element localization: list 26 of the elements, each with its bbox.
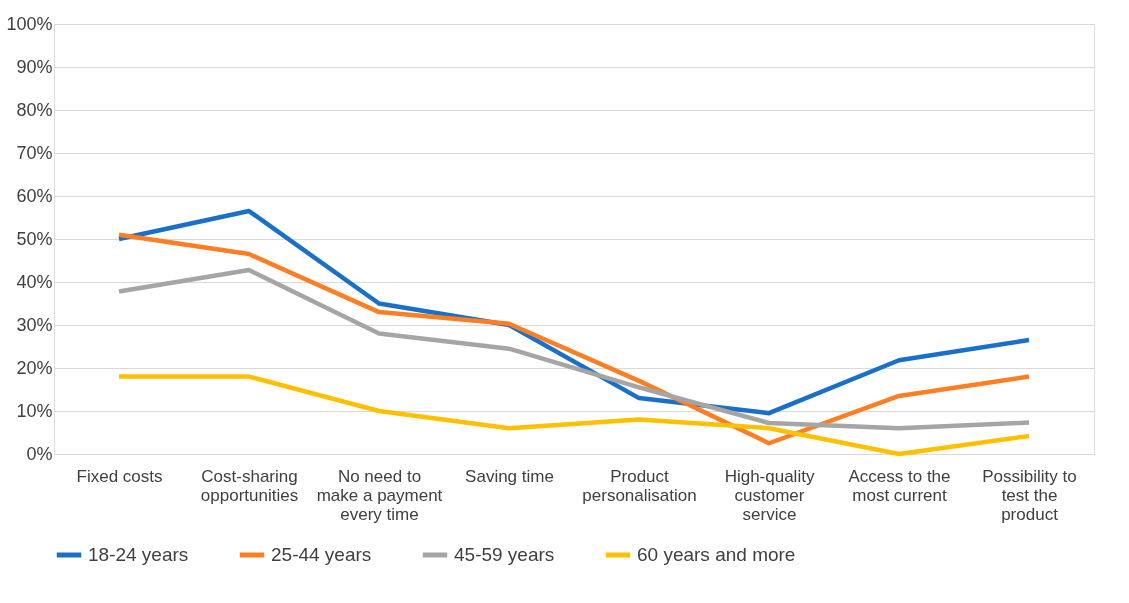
x-tick-label: High-quality customer service xyxy=(724,466,815,524)
legend-label: 60 years and more xyxy=(637,544,796,565)
y-tick-label: 100% xyxy=(6,13,53,34)
y-tick-label: 40% xyxy=(16,271,53,292)
y-tick-label: 90% xyxy=(16,56,53,77)
x-tick-label: Fixed costs xyxy=(76,466,163,486)
y-tick-label: 10% xyxy=(16,400,53,421)
y-tick-label: 80% xyxy=(16,99,53,120)
y-tick-label: 50% xyxy=(16,228,53,249)
line-series xyxy=(116,374,1032,457)
x-tick-label: No need to make a payment every time xyxy=(316,466,443,524)
legend-label: 45-59 years xyxy=(454,544,555,565)
y-tick-label: 20% xyxy=(16,357,53,378)
x-tick-label: Cost-sharing opportunities xyxy=(200,466,299,505)
y-tick-label: 0% xyxy=(26,443,53,464)
x-tick-label: Product personalisation xyxy=(582,466,697,505)
x-tick-label: Possibility to test the product xyxy=(982,466,1077,524)
y-tick-label: 70% xyxy=(16,142,53,163)
line-series xyxy=(116,232,1032,446)
legend-label: 25-44 years xyxy=(271,544,372,565)
line-series xyxy=(116,267,1032,431)
legend-label: 18-24 years xyxy=(88,544,189,565)
x-tick-label: Saving time xyxy=(465,466,554,486)
y-tick-label: 60% xyxy=(16,185,53,206)
x-tick-label: Access to the most current xyxy=(848,466,951,505)
y-tick-label: 30% xyxy=(16,314,53,335)
